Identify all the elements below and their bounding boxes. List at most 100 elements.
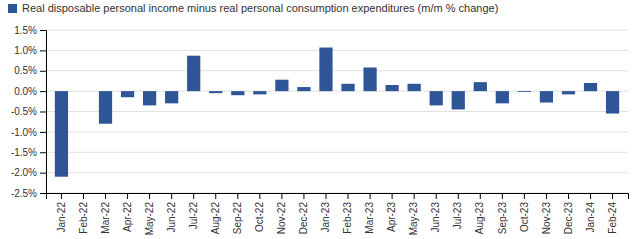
tick-label: May-23 [408, 202, 419, 236]
tick: Sep-22 [232, 193, 243, 234]
bar [496, 91, 509, 103]
tick-mark [458, 193, 459, 199]
tick-label: Oct-22 [254, 202, 265, 232]
tick-mark [40, 132, 46, 133]
tick-mark [40, 152, 46, 153]
tick-label: Nov-23 [541, 202, 552, 235]
tick: -1.0% [11, 127, 46, 138]
tick-mark [568, 193, 569, 199]
tick-label: 0.5% [14, 65, 37, 76]
tick: Nov-23 [541, 193, 552, 234]
tick-mark [590, 193, 591, 199]
axis-line [40, 31, 47, 194]
tick-mark [524, 193, 525, 199]
tick-mark [325, 193, 326, 199]
tick-mark [171, 193, 172, 199]
tick: Jun-23 [430, 193, 441, 233]
tick-label: Aug-23 [474, 202, 485, 235]
bars [55, 48, 619, 177]
tick-label: Jul-22 [188, 202, 199, 230]
tick-mark [61, 193, 62, 199]
tick-label: -2.0% [11, 167, 37, 178]
bar [606, 91, 619, 113]
tick: Jul-23 [452, 193, 463, 229]
tick: Feb-23 [342, 193, 353, 234]
tick-mark [40, 50, 46, 51]
tick: Apr-22 [122, 193, 133, 232]
tick: Jan-22 [56, 193, 67, 233]
bar [187, 56, 200, 91]
grid-line [46, 70, 628, 71]
tick-label: Jul-23 [452, 202, 463, 230]
grid-line [46, 30, 628, 31]
legend-item: Real disposable personal income minus re… [8, 2, 498, 14]
tick-label: -1.5% [11, 147, 37, 158]
tick: 0.0% [14, 86, 46, 97]
tick-mark [502, 193, 503, 199]
grid-line [46, 172, 628, 173]
grid-line [46, 131, 628, 132]
tick: 0.5% [14, 65, 46, 76]
tick-mark [105, 193, 106, 199]
bar [474, 82, 487, 91]
bar [143, 91, 156, 105]
grid-line [46, 50, 628, 51]
tick: Jul-22 [188, 193, 199, 229]
tick-label: 1.0% [14, 45, 37, 56]
chart: -2.5%-2.0%-1.5%-1.0%-0.5%0.0%0.5%1.0%1.5… [0, 0, 640, 239]
tick-label: 0.0% [14, 86, 37, 97]
tick-label: 1.5% [14, 25, 37, 36]
tick-label: Feb-22 [78, 202, 89, 234]
tick-label: Feb-24 [607, 202, 618, 234]
x-axis: Jan-22 Feb-22 Mar-22 Apr-22 May-22 Jun-22 Jul-… [47, 193, 629, 235]
tick-mark [40, 71, 46, 72]
tick-mark [193, 193, 194, 199]
tick: May-23 [408, 193, 419, 235]
bar [55, 91, 68, 177]
bar [584, 83, 597, 91]
tick-mark [40, 30, 46, 31]
bar [77, 91, 90, 92]
tick-mark [392, 193, 393, 199]
tick-label: Jun-22 [166, 202, 177, 233]
tick-label: Jan-24 [585, 202, 596, 233]
tick-mark [546, 193, 547, 199]
tick: Mar-23 [364, 193, 375, 234]
tick-mark [40, 112, 46, 113]
tick-label: -0.5% [11, 106, 37, 117]
tick-mark [259, 193, 260, 199]
grid-line [46, 152, 628, 153]
tick-label: Mar-23 [364, 202, 375, 234]
tick-mark [40, 91, 46, 92]
bar [341, 84, 354, 91]
legend-label: Real disposable personal income minus re… [22, 2, 498, 14]
grid [46, 30, 628, 193]
tick-mark [612, 193, 613, 199]
bar [386, 85, 399, 91]
tick: Jun-22 [166, 193, 177, 233]
tick-mark [40, 193, 46, 194]
axis-line [47, 194, 629, 200]
bar [540, 91, 553, 102]
tick-label: May-22 [144, 202, 155, 236]
bar [209, 91, 222, 93]
bar [297, 87, 310, 91]
tick: Mar-22 [100, 193, 111, 234]
tick: Feb-24 [607, 193, 618, 234]
tick-label: -1.0% [11, 127, 37, 138]
tick: Jan-23 [320, 193, 331, 233]
tick-label: Nov-22 [276, 202, 287, 235]
tick-mark [83, 193, 84, 199]
tick-mark [370, 193, 371, 199]
tick-label: Mar-22 [100, 202, 111, 234]
tick-label: Apr-23 [386, 202, 397, 232]
tick-mark [215, 193, 216, 199]
tick-mark [237, 193, 238, 199]
tick: Dec-23 [563, 193, 574, 234]
tick-mark [436, 193, 437, 199]
tick: Oct-23 [519, 193, 530, 232]
tick-mark [348, 193, 349, 199]
tick: Oct-22 [254, 193, 265, 232]
tick: 1.5% [14, 25, 46, 36]
tick-label: Jan-22 [56, 202, 67, 233]
